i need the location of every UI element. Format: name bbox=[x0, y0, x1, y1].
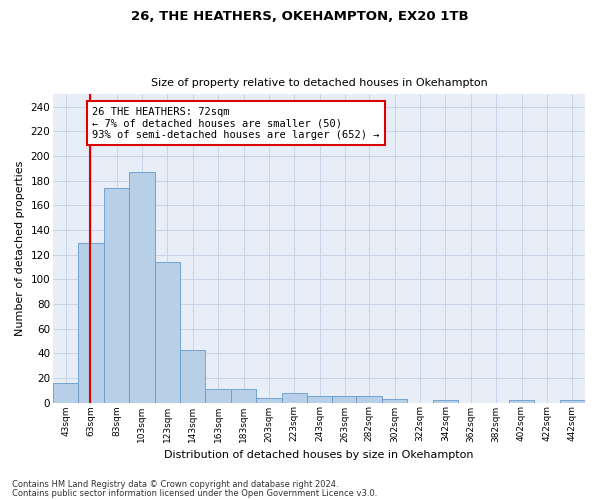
Bar bbox=[356, 396, 382, 402]
X-axis label: Distribution of detached houses by size in Okehampton: Distribution of detached houses by size … bbox=[164, 450, 474, 460]
Bar bbox=[382, 399, 407, 402]
Bar bbox=[155, 262, 180, 402]
Bar bbox=[560, 400, 585, 402]
Bar bbox=[231, 389, 256, 402]
Bar bbox=[256, 398, 281, 402]
Bar bbox=[79, 244, 104, 402]
Bar bbox=[433, 400, 458, 402]
Bar bbox=[205, 389, 231, 402]
Bar bbox=[129, 172, 155, 402]
Text: 26 THE HEATHERS: 72sqm
← 7% of detached houses are smaller (50)
93% of semi-deta: 26 THE HEATHERS: 72sqm ← 7% of detached … bbox=[92, 106, 380, 140]
Bar bbox=[307, 396, 332, 402]
Text: Contains public sector information licensed under the Open Government Licence v3: Contains public sector information licen… bbox=[12, 489, 377, 498]
Text: 26, THE HEATHERS, OKEHAMPTON, EX20 1TB: 26, THE HEATHERS, OKEHAMPTON, EX20 1TB bbox=[131, 10, 469, 23]
Bar bbox=[281, 392, 307, 402]
Bar bbox=[332, 396, 358, 402]
Bar bbox=[104, 188, 129, 402]
Text: Contains HM Land Registry data © Crown copyright and database right 2024.: Contains HM Land Registry data © Crown c… bbox=[12, 480, 338, 489]
Title: Size of property relative to detached houses in Okehampton: Size of property relative to detached ho… bbox=[151, 78, 487, 88]
Bar bbox=[180, 350, 205, 403]
Y-axis label: Number of detached properties: Number of detached properties bbox=[15, 160, 25, 336]
Bar bbox=[509, 400, 534, 402]
Bar bbox=[53, 383, 79, 402]
